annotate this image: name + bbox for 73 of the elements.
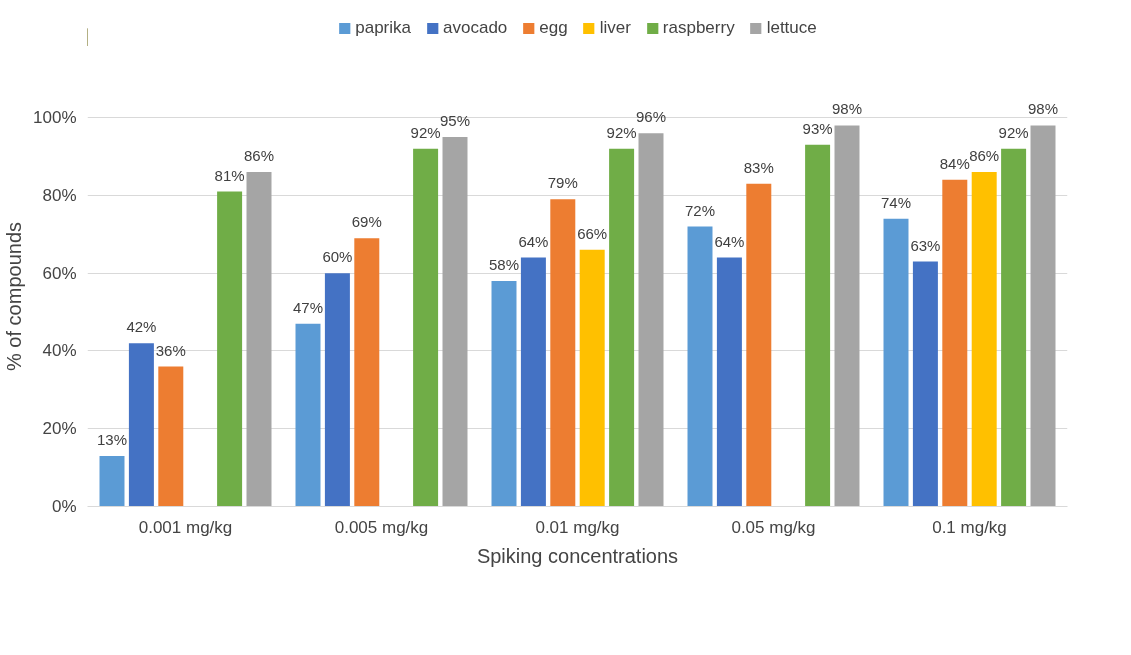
y-tick-label: 80% [42, 185, 77, 205]
bar [1001, 148, 1027, 507]
data-label: 92% [410, 123, 441, 141]
data-label: 42% [126, 318, 157, 336]
data-label: 64% [714, 232, 745, 250]
data-label: 93% [802, 119, 833, 137]
x-tick-label: 0.1 mg/kg [932, 517, 1007, 537]
bar [805, 144, 831, 507]
bar [638, 133, 664, 507]
data-label: 66% [577, 224, 608, 242]
bar [295, 323, 321, 507]
data-label: 84% [939, 154, 970, 172]
legend-label: lettuce [766, 18, 817, 38]
bar [128, 343, 154, 507]
x-tick-label: 0.005 mg/kg [334, 517, 429, 537]
legend-label: liver [599, 18, 631, 38]
y-tick-label: 60% [42, 263, 77, 283]
data-label: 58% [488, 255, 520, 273]
bar [217, 191, 243, 507]
data-label: 64% [518, 232, 549, 250]
x-tick-label: 0.001 mg/kg [138, 517, 233, 537]
data-label: 83% [743, 158, 774, 176]
bar [413, 148, 439, 507]
bar [442, 137, 468, 507]
bar [1030, 125, 1056, 507]
data-label: 63% [910, 236, 941, 254]
x-axis-title: Spiking concentrations [476, 544, 679, 567]
bar [834, 125, 860, 507]
bar [246, 172, 272, 507]
bar [912, 261, 938, 507]
bar [687, 226, 713, 507]
bar [971, 172, 997, 507]
data-label: 36% [155, 341, 186, 359]
data-label: 95% [439, 112, 471, 130]
bar [609, 148, 635, 507]
bar [491, 280, 517, 507]
y-axis-title: % of compounds [3, 222, 26, 371]
bar [942, 179, 968, 507]
y-tick-label: 20% [42, 419, 77, 439]
x-tick-label: 0.01 mg/kg [535, 517, 620, 537]
legend-label: paprika [355, 18, 412, 38]
bar [550, 199, 576, 507]
y-tick-label: 0% [51, 497, 77, 516]
bar [324, 273, 350, 507]
data-label: 98% [1027, 100, 1059, 118]
data-label: 81% [214, 166, 245, 184]
bar [716, 257, 742, 507]
data-label: 98% [831, 100, 863, 118]
data-label: 92% [998, 123, 1029, 141]
data-label: 86% [243, 147, 275, 165]
y-tick-label: 100% [33, 108, 77, 128]
data-label: 72% [684, 201, 716, 219]
data-label: 69% [351, 213, 382, 231]
legend-label: egg [539, 18, 568, 38]
data-label: 13% [96, 430, 128, 448]
bar [883, 218, 909, 507]
bar [579, 249, 605, 507]
data-label: 92% [606, 123, 637, 141]
data-label: 74% [880, 193, 912, 211]
data-label: 79% [547, 174, 578, 192]
legend-label: avocado [443, 18, 508, 38]
bar [158, 366, 184, 507]
data-label: 60% [322, 248, 353, 266]
bar [354, 238, 380, 507]
data-label: 86% [969, 147, 1000, 165]
bar [520, 257, 546, 507]
bar [746, 183, 772, 507]
x-tick-label: 0.05 mg/kg [731, 517, 816, 537]
data-label: 96% [635, 108, 667, 126]
y-tick-label: 40% [42, 341, 77, 361]
legend-label: raspberry [662, 18, 735, 38]
data-label: 47% [292, 298, 324, 316]
bar [99, 455, 125, 507]
